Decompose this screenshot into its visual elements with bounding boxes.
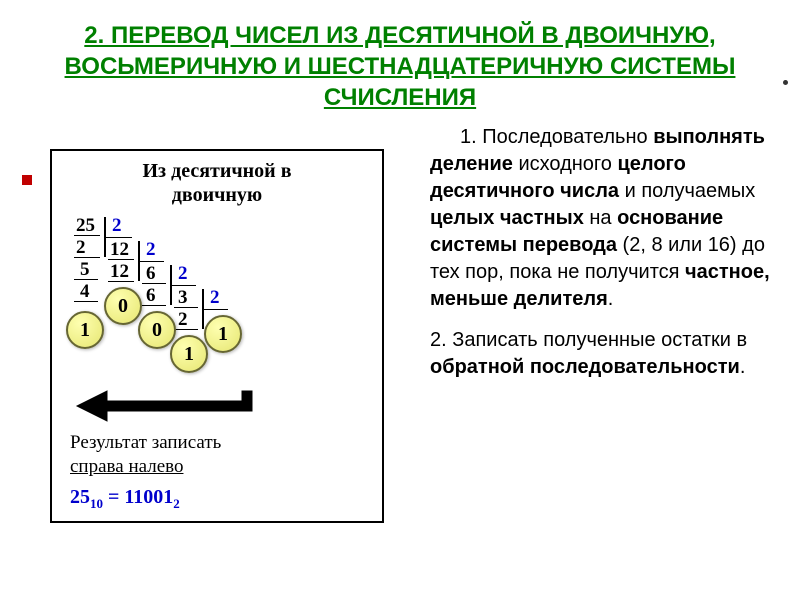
uline1d xyxy=(74,301,98,303)
q-3: 3 xyxy=(178,287,188,309)
sub-6: 6 xyxy=(146,285,156,307)
slide-title: 2. ПЕРЕВОД ЧИСЕЛ ИЗ ДЕСЯТИЧНОЙ В ДВОИЧНУ… xyxy=(0,0,800,114)
remainder-circle-4: 1 xyxy=(170,335,208,373)
remainder-circle-3: 0 xyxy=(138,311,176,349)
p1-t2: исходного xyxy=(513,153,618,175)
p2-t3: . xyxy=(740,356,746,378)
uline4b xyxy=(174,329,198,331)
diagram-title-line1: Из десятичной в xyxy=(142,160,291,182)
remainder-circle-5: 1 xyxy=(204,315,242,353)
result-equation: 2510 = 110012 xyxy=(70,486,180,512)
diagram-title: Из десятичной в двоичную xyxy=(52,159,382,207)
p1-t5: целых частных xyxy=(430,207,584,229)
p1-lead: 1. Последовательно xyxy=(460,126,648,148)
p1-t6: на xyxy=(584,207,617,229)
eq-sub1: 10 xyxy=(90,496,103,511)
divisor-2-c: 2 xyxy=(178,263,188,285)
sub-12: 12 xyxy=(110,261,129,283)
arrow-icon xyxy=(72,381,272,431)
uline4a xyxy=(174,307,198,309)
text-column: 1. Последовательно выполнять деление исх… xyxy=(410,124,770,523)
num-25: 25 xyxy=(76,215,95,237)
diagram-title-line2: двоичную xyxy=(172,184,262,206)
result-caption: Результат записать справа налево xyxy=(70,431,221,480)
conversion-diagram: Из десятичной в двоичную 25 2 2 5 4 12 2 xyxy=(50,149,384,523)
sub-4: 4 xyxy=(80,281,90,303)
remainder-circle-1: 1 xyxy=(66,311,104,349)
eq-mid: = 11001 xyxy=(103,486,173,508)
sub-2: 2 xyxy=(76,237,86,259)
uline2b xyxy=(108,281,134,283)
q-6: 6 xyxy=(146,263,156,285)
sub-2e: 2 xyxy=(178,309,188,331)
content-row: Из десятичной в двоичную 25 2 2 5 4 12 2 xyxy=(0,124,800,523)
uline1c xyxy=(74,279,98,281)
uline3b xyxy=(142,305,166,307)
uline1 xyxy=(74,235,100,237)
divisor-2-a: 2 xyxy=(112,215,122,237)
result-line1: Результат записать xyxy=(70,432,221,453)
long-division: 25 2 2 5 4 12 2 12 6 xyxy=(52,215,382,375)
q-12: 12 xyxy=(110,239,129,261)
divisor-2-b: 2 xyxy=(146,239,156,261)
uline2a xyxy=(108,259,134,261)
p1-t4: и получаемых xyxy=(619,180,755,202)
diff-5: 5 xyxy=(80,259,90,281)
remainder-circle-2: 0 xyxy=(104,287,142,325)
divisor-2-d: 2 xyxy=(210,287,220,309)
diagram-column: Из десятичной в двоичную 25 2 2 5 4 12 2 xyxy=(30,124,410,523)
hline-q4 xyxy=(204,309,228,311)
p2-t2: обратной последовательности xyxy=(430,356,740,378)
p1-t10: . xyxy=(608,288,614,310)
eq-lhs: 25 xyxy=(70,486,90,508)
decorative-dot xyxy=(783,80,788,85)
paragraph-1: 1. Последовательно выполнять деление исх… xyxy=(430,124,770,313)
result-line2: справа налево xyxy=(70,456,183,477)
paragraph-2: 2. Записать полученные остатки в обратно… xyxy=(430,327,770,381)
p2-t1: 2. Записать полученные остатки в xyxy=(430,329,747,351)
eq-sub2: 2 xyxy=(173,496,180,511)
uline3a xyxy=(142,283,166,285)
